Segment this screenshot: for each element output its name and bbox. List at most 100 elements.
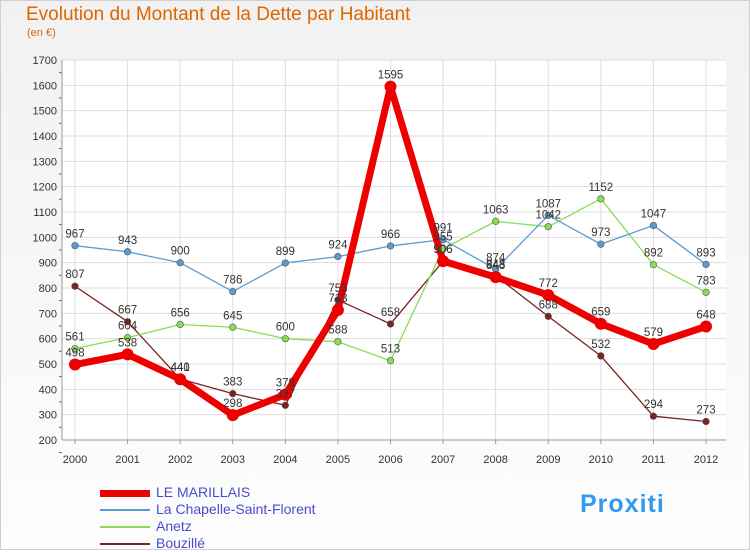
data-point	[700, 320, 712, 333]
data-label: 383	[223, 377, 242, 389]
data-label: 658	[381, 307, 400, 319]
data-point	[123, 334, 132, 342]
data-label: 337	[276, 388, 295, 400]
x-tick-label: 2008	[483, 454, 507, 466]
x-tick-label: 2003	[221, 454, 245, 466]
chart-subtitle: (en €)	[27, 27, 56, 39]
y-tick-label: 1500	[33, 106, 57, 118]
data-point	[702, 288, 710, 296]
y-tick-label: 400	[39, 384, 57, 396]
data-label: 753	[328, 283, 347, 295]
data-point	[544, 312, 552, 320]
data-label: 538	[118, 337, 137, 349]
data-point	[594, 317, 607, 330]
data-label: 645	[223, 310, 242, 322]
data-labels: 498 538 440 298 379 713 1595 906 843 772 659 579 648…	[65, 70, 715, 417]
grid	[62, 59, 726, 441]
data-label: 588	[328, 325, 347, 337]
x-tick-label: 2009	[536, 454, 560, 466]
data-label: 294	[644, 399, 664, 411]
data-label: 1152	[588, 182, 613, 194]
data-point	[229, 390, 237, 398]
x-tick-label: 2006	[378, 454, 402, 466]
x-tick-label: 2012	[694, 454, 718, 466]
data-label: 967	[65, 229, 84, 241]
chart-title: Evolution du Montant de la Dette par Hab…	[26, 4, 411, 25]
data-label: 713	[328, 293, 347, 305]
data-point	[174, 373, 187, 386]
data-point	[71, 242, 79, 250]
legend-label: Bouzillé	[156, 535, 206, 551]
data-label: 786	[223, 275, 242, 287]
data-label: 273	[696, 405, 715, 417]
y-tick-label: 300	[39, 410, 57, 422]
data-label: 906	[433, 244, 452, 256]
y-tick-label: 900	[39, 258, 57, 270]
data-point	[176, 259, 184, 267]
data-label: 807	[65, 269, 84, 281]
data-point	[702, 260, 710, 269]
data-label: 656	[171, 307, 190, 319]
data-point	[334, 252, 342, 261]
series-points	[69, 80, 712, 426]
legend-label: La Chapelle-Saint-Florent	[156, 501, 316, 517]
legend-label: LE MARILLAIS	[156, 484, 251, 500]
x-tick-label: 2005	[326, 454, 350, 466]
data-point	[71, 344, 79, 353]
data-point	[386, 242, 395, 250]
y-tick-label: 1300	[33, 156, 57, 168]
data-label: 648	[696, 310, 715, 322]
x-tick-label: 2000	[63, 454, 87, 466]
data-label: 843	[486, 260, 505, 272]
y-tick-label: 1200	[33, 182, 57, 194]
data-label: 1042	[535, 210, 561, 222]
data-point	[123, 248, 132, 256]
y-tick-label: 500	[39, 359, 57, 371]
y-tick-label: 1600	[33, 80, 57, 92]
data-point	[334, 296, 342, 304]
data-point	[702, 417, 710, 426]
data-point	[544, 223, 552, 231]
data-point	[489, 271, 502, 284]
data-point	[649, 412, 658, 420]
data-label: 943	[118, 235, 137, 247]
data-label: 848	[486, 259, 505, 271]
data-label: 579	[644, 327, 663, 339]
data-label: 874	[486, 252, 506, 264]
data-label: 379	[276, 378, 295, 390]
data-point	[331, 304, 344, 317]
x-tick-label: 2001	[115, 454, 139, 466]
data-point	[384, 80, 397, 93]
data-label: 973	[591, 227, 610, 239]
y-tick-label: 1400	[33, 131, 57, 143]
legend-swatch	[100, 526, 150, 528]
x-tick-label: 2007	[431, 454, 455, 466]
data-point	[439, 245, 447, 253]
data-point	[69, 358, 81, 371]
data-point	[334, 338, 342, 346]
data-label: 1595	[378, 70, 404, 82]
x-tick-label: 2011	[642, 454, 666, 466]
data-label: 1047	[641, 208, 667, 220]
data-label: 604	[118, 321, 138, 333]
data-label: 600	[276, 322, 295, 334]
data-point	[281, 401, 289, 409]
data-point	[597, 352, 605, 360]
y-tick-label: 200	[39, 435, 57, 447]
data-label: 955	[433, 232, 452, 244]
axes: 200 300 400 500 600 700 800 900 1000 1100 1200 1300…	[33, 55, 726, 466]
data-label: 900	[171, 246, 190, 258]
data-label: 532	[591, 339, 610, 351]
data-label: 772	[539, 278, 558, 290]
legend-swatch	[100, 543, 150, 545]
data-point	[647, 337, 660, 350]
data-label: 893	[696, 247, 715, 259]
data-label: 991	[433, 223, 452, 235]
data-point	[544, 211, 552, 219]
data-point	[176, 320, 184, 329]
data-label: 1063	[483, 204, 509, 216]
data-label: 440	[171, 362, 190, 374]
data-label: 659	[591, 307, 610, 319]
data-label: 298	[223, 398, 242, 410]
data-point	[649, 221, 658, 230]
